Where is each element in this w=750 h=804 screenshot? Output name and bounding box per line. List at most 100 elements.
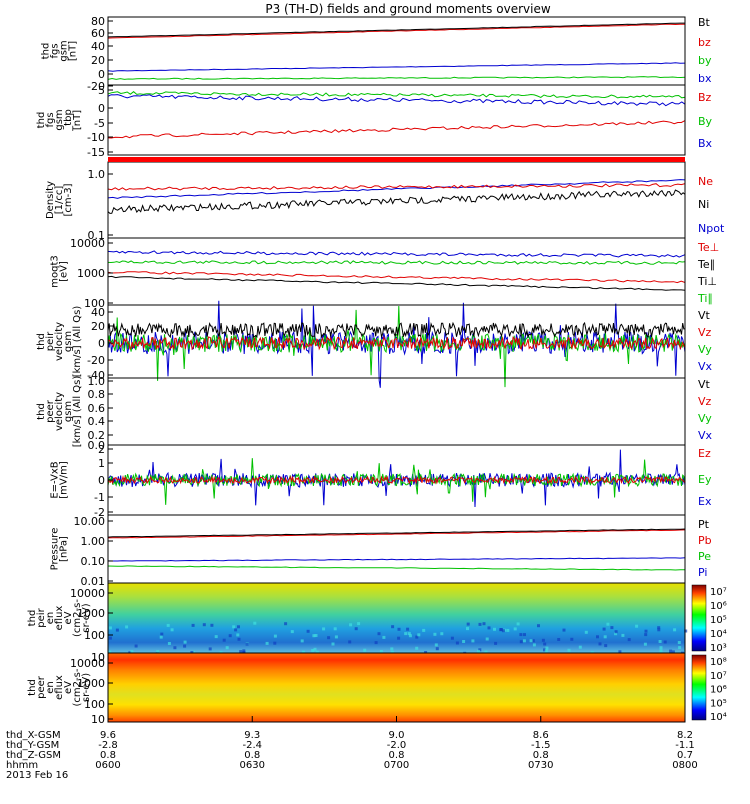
y-tick-label: 10000	[70, 657, 105, 670]
y-tick-label: 10.00	[74, 515, 106, 528]
series-bx	[107, 62, 686, 72]
spectrogram-pixel	[603, 635, 607, 639]
y-axis-label: peir	[45, 331, 56, 351]
spectrogram-pixel	[462, 640, 466, 643]
y-tick-label: 60	[91, 27, 105, 40]
y-tick-label: -5	[94, 117, 105, 130]
legend-Pi: Pi	[698, 566, 707, 579]
colorbar-label: 10⁴	[710, 629, 727, 640]
spectrogram-pixel	[242, 649, 246, 653]
spectrogram-pixel	[313, 647, 317, 651]
y-tick-label: 40	[91, 40, 105, 53]
x-row-value: 9.6	[100, 730, 116, 741]
y-axis-label: (cm2-s-	[72, 668, 83, 706]
y-tick-label: 0	[98, 68, 105, 81]
y-tick-label: 1.0	[88, 375, 106, 388]
spectrogram-pixel	[273, 641, 277, 645]
y-tick-label: 10	[91, 651, 105, 664]
y-axis-label: eV	[63, 681, 74, 694]
spectrogram-pixel	[273, 634, 277, 638]
legend-Ni: Ni	[698, 198, 709, 211]
spectrogram-pixel	[658, 640, 662, 643]
spectrogram-pixel	[466, 622, 470, 626]
y-axis-label: gsm	[63, 401, 74, 422]
spectrogram-pixel	[382, 635, 386, 639]
colorbar-label: 10⁷	[710, 671, 727, 682]
spectrogram-pixel	[208, 647, 212, 651]
y-tick-label: 2	[98, 443, 105, 456]
legend-Te⊥: Te⊥	[697, 241, 719, 254]
spectrogram-pixel	[450, 636, 454, 640]
y-axis-label: thd	[36, 403, 47, 420]
spectrogram-pixel	[541, 638, 545, 642]
y-axis-label: eflux	[54, 675, 65, 700]
spectrogram-pixel	[108, 650, 112, 654]
spectrogram-pixel	[635, 624, 639, 628]
spectrogram-pixel	[516, 622, 520, 626]
spectrogram-pixel	[159, 635, 163, 639]
spectrogram-pixel	[322, 627, 326, 631]
legend-Bt: Bt	[698, 16, 711, 29]
y-axis-label: en	[45, 681, 56, 694]
spectrogram-pixel	[537, 624, 540, 628]
spectrogram-pixel	[234, 628, 238, 632]
y-axis-label: thd	[36, 112, 47, 129]
spectrogram-pixel	[523, 633, 526, 637]
legend-Ez: Ez	[698, 447, 711, 460]
x-row-value: 0.7	[677, 750, 693, 761]
y-tick-label: -20	[87, 80, 105, 93]
spectrogram-pixel	[391, 625, 395, 629]
y-tick-label: 5	[98, 84, 105, 97]
spectrogram-pixel	[349, 623, 353, 627]
spectrogram-pixel	[562, 628, 566, 632]
spectrogram-pixel	[578, 645, 582, 649]
spectrogram-pixel	[584, 630, 588, 634]
y-tick-label: -15	[87, 146, 105, 159]
panel-p9: 10000 1000 100 10 thdpeirenefluxeV(cm2-s-sr-…	[27, 582, 727, 664]
spectrogram-pixel	[499, 628, 503, 631]
series-Vt	[107, 321, 685, 339]
spectrogram-pixel	[532, 643, 536, 647]
spectrogram-pixel	[671, 650, 675, 654]
y-axis-label: fgs	[45, 112, 56, 127]
spectrogram-pixel	[487, 626, 491, 630]
y-axis-label: [nT]	[68, 41, 79, 61]
spectrogram-pixel	[222, 638, 226, 642]
x-row-value: 0800	[672, 760, 697, 771]
legend-Ne: Ne	[698, 175, 713, 188]
spectrogram-pixel	[663, 640, 667, 644]
spectrogram-pixel	[643, 642, 647, 646]
spectrogram-pixel	[610, 626, 614, 630]
legend-bz: bz	[698, 36, 711, 49]
spectrogram-pixel	[202, 623, 206, 627]
y-axis-label: [km/s] (All Qs)	[72, 376, 83, 448]
spectrogram-pixel	[331, 642, 335, 646]
spectrogram-pixel	[466, 627, 469, 631]
series-Pt	[107, 528, 686, 538]
spectrogram-pixel	[108, 636, 112, 640]
spectrogram-pixel	[659, 646, 663, 650]
series-Pe	[107, 565, 685, 571]
spectrogram-pixel	[228, 634, 232, 638]
panel-p10: 10000 1000 100 10 thdpeerenefluxeV(cm2-s-sr-…	[27, 652, 727, 726]
spectrogram-pixel	[173, 646, 177, 650]
y-axis-label: gsm	[63, 331, 74, 352]
series-Bz	[107, 120, 686, 139]
spectrogram-pixel	[614, 630, 618, 634]
spectrogram-pixel	[529, 639, 533, 643]
panel-frame	[107, 84, 686, 156]
spectrogram-pixel	[455, 641, 459, 645]
spectrogram-pixel	[598, 642, 602, 646]
spectrogram-pixel	[333, 627, 337, 631]
x-row-value: 0.8	[533, 750, 549, 761]
spectrogram-pixel	[232, 625, 236, 629]
series-Ne	[107, 183, 686, 191]
panel-p6: 1.00.80.60.40.20.0 thdpeervelocitygsm[km/…	[36, 375, 713, 452]
x-row-label: thd_Y-GSM	[6, 740, 59, 751]
spectrogram-pixel	[237, 625, 240, 629]
spectrogram-pixel	[108, 626, 112, 630]
spectrogram-pixel	[170, 628, 174, 632]
